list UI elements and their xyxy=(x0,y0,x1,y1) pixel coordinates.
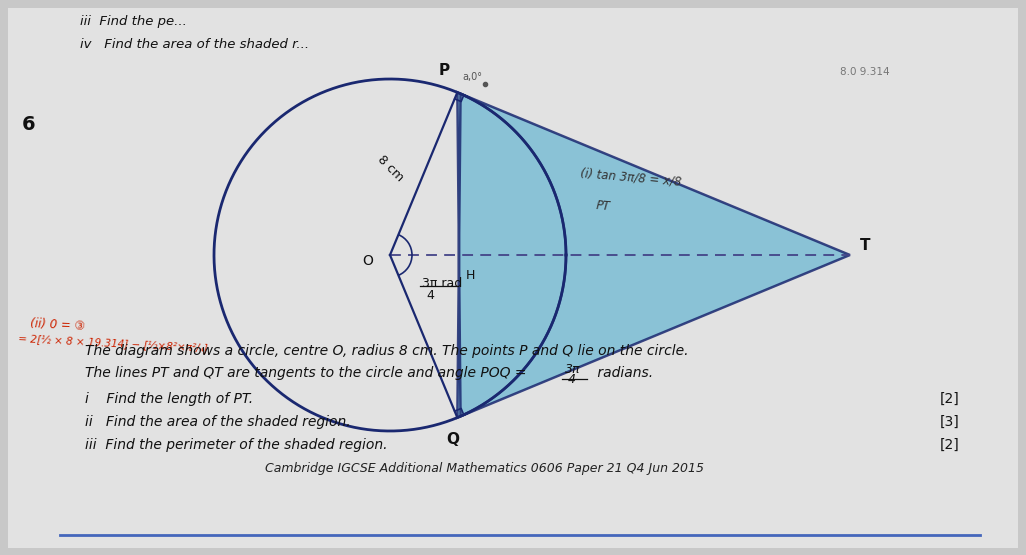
Text: 6: 6 xyxy=(22,115,36,134)
Text: 8.0 9.314: 8.0 9.314 xyxy=(840,67,890,77)
Text: [3]: [3] xyxy=(940,415,959,429)
Text: (ii) 0 = ③: (ii) 0 = ③ xyxy=(30,317,85,333)
Text: 3π rad: 3π rad xyxy=(422,277,463,290)
Text: iii  Find the perimeter of the shaded region.: iii Find the perimeter of the shaded reg… xyxy=(85,438,388,452)
Text: ii   Find the area of the shaded region.: ii Find the area of the shaded region. xyxy=(85,415,351,429)
Text: PT: PT xyxy=(595,199,610,213)
Text: 4: 4 xyxy=(568,373,576,386)
Text: = 2[½ × 8 × 19.314] − [½×8²×π²/₄]: = 2[½ × 8 × 19.314] − [½×8²×π²/₄] xyxy=(18,334,208,354)
Text: (i) tan 3π/8 = x/8: (i) tan 3π/8 = x/8 xyxy=(580,166,682,188)
Text: [2]: [2] xyxy=(940,392,959,406)
Text: T: T xyxy=(860,238,870,253)
Text: 3π: 3π xyxy=(565,363,581,376)
Text: 8 cm: 8 cm xyxy=(374,153,405,184)
Text: Q: Q xyxy=(446,432,459,447)
Text: 4: 4 xyxy=(426,289,434,302)
Polygon shape xyxy=(458,92,850,417)
Text: O: O xyxy=(362,254,373,268)
Text: P: P xyxy=(438,63,449,78)
Text: Cambridge IGCSE Additional Mathematics 0606 Paper 21 Q4 Jun 2015: Cambridge IGCSE Additional Mathematics 0… xyxy=(265,462,704,475)
Text: iii  Find the pe...: iii Find the pe... xyxy=(80,15,187,28)
Text: [2]: [2] xyxy=(940,438,959,452)
Text: i    Find the length of PT.: i Find the length of PT. xyxy=(85,392,253,406)
Text: The lines PT and QT are tangents to the circle and angle POQ =: The lines PT and QT are tangents to the … xyxy=(85,366,530,380)
Text: H: H xyxy=(466,269,475,282)
Text: The diagram shows a circle, centre O, radius 8 cm. The points P and Q lie on the: The diagram shows a circle, centre O, ra… xyxy=(85,344,688,358)
Text: iv   Find the area of the shaded r...: iv Find the area of the shaded r... xyxy=(80,38,309,51)
Text: radians.: radians. xyxy=(593,366,654,380)
Text: a,0°: a,0° xyxy=(463,72,482,82)
